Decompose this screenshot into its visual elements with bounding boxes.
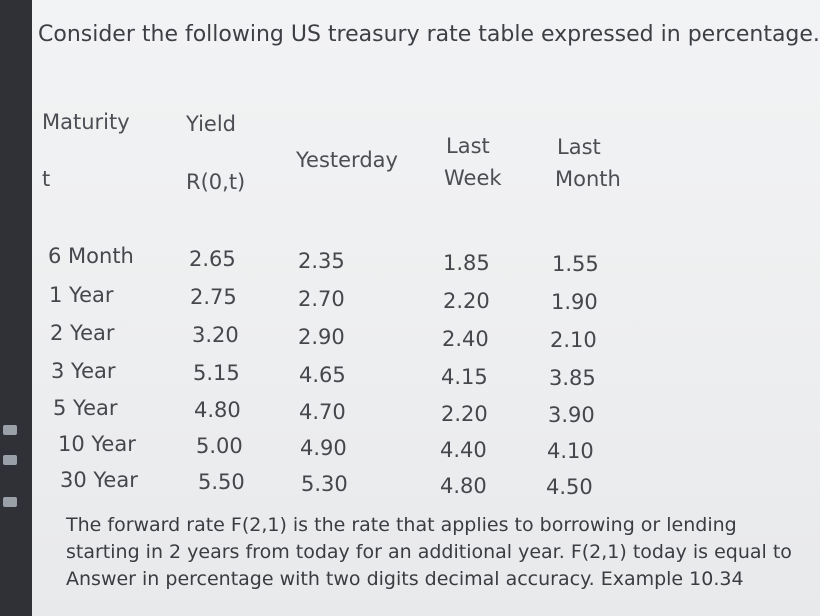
cell-last-month: 2.10 [550,328,597,352]
header-t: t [42,167,51,191]
cell-last-week: 4.40 [440,438,487,462]
cell-last-week: 2.40 [442,327,489,351]
header-r0t: R(0,t) [186,170,246,194]
header-last-week-line2: Week [444,166,502,190]
cell-maturity: 6 Month [48,244,134,268]
header-yesterday: Yesterday [296,148,398,172]
cell-last-month: 3.85 [549,366,596,390]
cell-yesterday: 2.70 [298,287,345,311]
cell-last-week: 1.85 [443,251,490,275]
paragraph-line: The forward rate F(2,1) is the rate that… [66,514,737,536]
cell-last-week: 4.80 [440,474,487,498]
edge-marker-icon [3,497,17,507]
cell-yield: 5.00 [196,434,243,458]
cell-last-month: 4.50 [546,475,593,499]
header-yield: Yield [186,112,236,136]
cell-last-month: 1.90 [551,290,598,314]
cell-maturity: 30 Year [60,468,138,492]
header-maturity: Maturity [42,110,130,134]
cell-maturity: 10 Year [58,432,136,456]
header-last-month-line2: Month [555,167,621,191]
cell-last-month: 1.55 [552,252,599,276]
question-paragraph: The forward rate F(2,1) is the rate that… [66,512,820,593]
cell-yield: 3.20 [192,323,239,347]
question-panel: Consider the following US treasury rate … [32,0,820,616]
cell-last-week: 4.15 [441,365,488,389]
cell-yesterday: 4.90 [300,436,347,460]
edge-marker-icon [3,425,17,435]
edge-marker-icon [3,455,17,465]
cell-yesterday: 4.70 [299,400,346,424]
cell-yesterday: 2.35 [298,249,345,273]
cell-last-month: 4.10 [547,439,594,463]
cell-yield: 2.65 [189,247,236,271]
paragraph-line: Answer in percentage with two digits dec… [66,568,744,590]
question-title: Consider the following US treasury rate … [38,22,820,47]
paragraph-line: starting in 2 years from today for an ad… [66,541,792,563]
cell-maturity: 5 Year [53,396,118,420]
cell-yesterday: 5.30 [301,472,348,496]
cell-yesterday: 4.65 [299,363,346,387]
cell-maturity: 3 Year [51,359,116,383]
cell-last-week: 2.20 [443,289,490,313]
cell-maturity: 1 Year [49,283,114,307]
left-edge-bar [0,0,32,616]
cell-yesterday: 2.90 [298,325,345,349]
header-last-week-line1: Last [446,134,490,158]
cell-last-month: 3.90 [548,403,595,427]
cell-yield: 4.80 [194,398,241,422]
header-last-month-line1: Last [557,135,601,159]
cell-maturity: 2 Year [50,321,115,345]
cell-last-week: 2.20 [441,402,488,426]
cell-yield: 5.15 [193,361,240,385]
cell-yield: 5.50 [198,470,245,494]
cell-yield: 2.75 [190,285,237,309]
